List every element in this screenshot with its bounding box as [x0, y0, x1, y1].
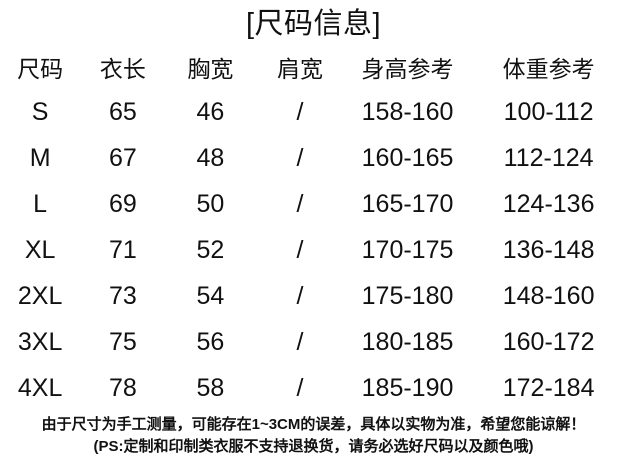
footer-notes: 由于尺寸为手工测量，可能存在1~3CM的误差，具体以实物为准，希望您能谅解！ (… [0, 414, 627, 458]
length-cell: 73 [108, 281, 137, 310]
chest-cell: 48 [196, 143, 225, 172]
measurement-tolerance-note: 由于尺寸为手工测量，可能存在1~3CM的误差，具体以实物为准，希望您能谅解！ [41, 416, 586, 433]
size-cell: M [29, 143, 51, 172]
shoulder-cell: / [296, 327, 304, 356]
length-cell: 78 [108, 373, 137, 402]
chest-cell: 58 [196, 373, 225, 402]
length-cell: 65 [108, 97, 137, 126]
length-cell: 67 [108, 143, 137, 172]
weight-ref-cell: 136-148 [502, 235, 595, 264]
no-return-policy-note: (PS:定制和印制类衣服不支持退换货，请务必选好尺码以及颜色哦) [93, 438, 534, 455]
shoulder-cell: / [296, 281, 304, 310]
shoulder-cell: / [296, 143, 304, 172]
page-title: [尺码信息] [245, 8, 382, 40]
height-ref-cell: 170-175 [361, 235, 454, 264]
length-cell: 71 [108, 235, 137, 264]
weight-ref-cell: 112-124 [503, 143, 594, 172]
size-table: 尺码 衣长 胸宽 肩宽 身高参考 体重参考 S 65 46 / 158-160 … [0, 45, 627, 411]
weight-ref-cell: 100-112 [503, 97, 594, 126]
table-header-row: 尺码 衣长 胸宽 肩宽 身高参考 体重参考 [0, 45, 627, 89]
length-cell: 69 [108, 189, 137, 218]
size-cell: 3XL [17, 327, 63, 356]
table-row-s: S 65 46 / 158-160 100-112 [0, 89, 627, 135]
table-row-xl: XL 71 52 / 170-175 136-148 [0, 227, 627, 273]
table-row-l: L 69 50 / 165-170 124-136 [0, 181, 627, 227]
size-cell: L [33, 189, 48, 218]
col-header-weight-reference: 体重参考 [502, 56, 595, 82]
col-header-garment-length: 衣长 [99, 56, 146, 82]
chest-cell: 50 [196, 189, 225, 218]
table-row-m: M 67 48 / 160-165 112-124 [0, 135, 627, 181]
chest-cell: 52 [196, 235, 225, 264]
col-header-size: 尺码 [17, 56, 64, 82]
size-cell: 2XL [17, 281, 63, 310]
size-cell: S [31, 97, 49, 126]
height-ref-cell: 180-185 [361, 327, 454, 356]
size-cell: XL [24, 235, 56, 264]
table-row-3xl: 3XL 75 56 / 180-185 160-172 [0, 319, 627, 365]
height-ref-cell: 185-190 [361, 373, 454, 402]
shoulder-cell: / [296, 235, 304, 264]
size-cell: 4XL [17, 373, 63, 402]
col-header-height-reference: 身高参考 [361, 56, 454, 82]
chest-cell: 54 [196, 281, 225, 310]
weight-ref-cell: 148-160 [502, 281, 595, 310]
height-ref-cell: 160-165 [361, 143, 454, 172]
table-row-4xl: 4XL 78 58 / 185-190 172-184 [0, 365, 627, 411]
col-header-shoulder-width: 肩宽 [277, 56, 323, 82]
col-header-chest-width: 胸宽 [187, 56, 234, 82]
weight-ref-cell: 124-136 [502, 189, 595, 218]
shoulder-cell: / [296, 97, 304, 126]
height-ref-cell: 165-170 [361, 189, 454, 218]
chest-cell: 56 [196, 327, 225, 356]
weight-ref-cell: 172-184 [502, 373, 595, 402]
height-ref-cell: 158-160 [361, 97, 454, 126]
height-ref-cell: 175-180 [361, 281, 454, 310]
chest-cell: 46 [196, 97, 225, 126]
weight-ref-cell: 160-172 [502, 327, 595, 356]
table-row-2xl: 2XL 73 54 / 175-180 148-160 [0, 273, 627, 319]
length-cell: 75 [108, 327, 137, 356]
shoulder-cell: / [296, 373, 304, 402]
shoulder-cell: / [296, 189, 304, 218]
